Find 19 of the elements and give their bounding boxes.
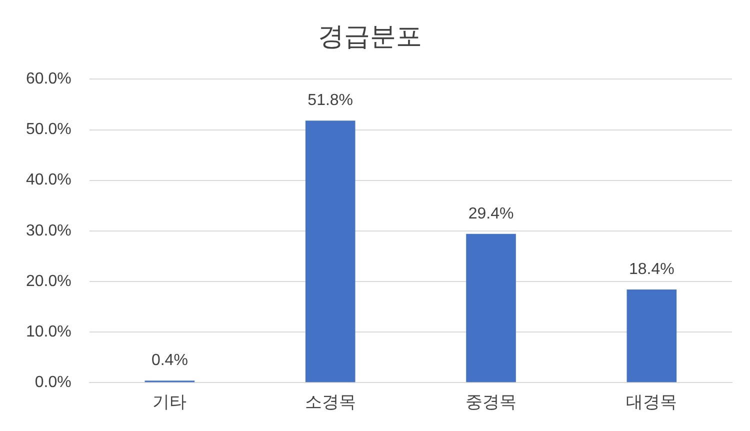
y-tick-label: 10.0% (26, 323, 72, 340)
x-tick-label: 중경목 (466, 392, 517, 412)
bar (466, 234, 516, 382)
y-tick-label: 60.0% (26, 70, 72, 88)
data-label: 51.8% (308, 92, 354, 110)
y-tick-label: 30.0% (26, 222, 72, 240)
data-label: 0.4% (151, 352, 188, 369)
x-tick-label: 기타 (152, 392, 187, 412)
x-tick-label: 대경목 (626, 392, 678, 412)
chart-title: 경급분포 (318, 20, 422, 51)
y-tick-label: 20.0% (26, 272, 72, 290)
data-label: 29.4% (468, 205, 514, 222)
y-tick-label: 0.0% (34, 374, 72, 392)
bar (626, 290, 677, 382)
bar (305, 120, 356, 382)
x-tick-label: 소경목 (304, 392, 356, 412)
y-tick-label: 50.0% (26, 121, 72, 138)
data-label: 18.4% (628, 260, 674, 278)
y-tick-label: 40.0% (26, 172, 72, 189)
